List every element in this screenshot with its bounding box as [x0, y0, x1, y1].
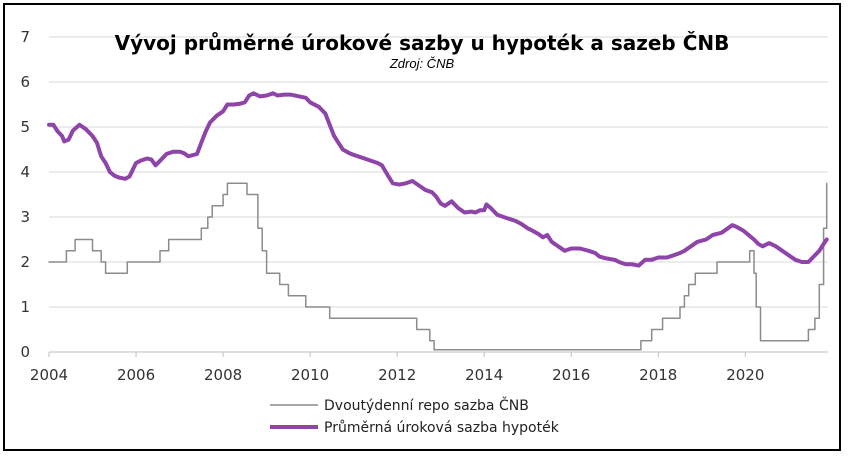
x-tick-label-2020: 2020 — [726, 366, 764, 384]
y-tick-label-1: 1 — [20, 298, 30, 316]
series-group — [47, 91, 829, 351]
series-line-mortgage-rate — [47, 91, 829, 268]
legend-label-mortgage: Průměrná úroková sazba hypoték — [324, 420, 560, 436]
y-tick-label-6: 6 — [20, 73, 30, 91]
y-tick-label-2: 2 — [20, 253, 30, 271]
x-tick-label-2008: 2008 — [204, 366, 242, 384]
legend: Dvoutýdenní repo sazba ČNB Průměrná úrok… — [270, 396, 560, 436]
gridlines — [49, 36, 828, 308]
series-line-repo-rate — [48, 182, 828, 351]
x-tick-label-2012: 2012 — [378, 366, 416, 384]
x-tick-label-2016: 2016 — [552, 366, 590, 384]
y-tick-label-4: 4 — [20, 163, 30, 181]
chart-frame — [3, 3, 841, 451]
y-tick-label-5: 5 — [20, 118, 30, 136]
chart-subtitle: Zdroj: ČNB — [389, 56, 455, 71]
x-tick-label-2018: 2018 — [639, 366, 677, 384]
x-tick-label-2014: 2014 — [465, 366, 503, 384]
x-tick-label-2010: 2010 — [291, 366, 329, 384]
y-tick-label-3: 3 — [20, 208, 30, 226]
legend-label-repo: Dvoutýdenní repo sazba ČNB — [324, 396, 529, 414]
axes: 0 1 2 3 4 5 6 7 2004 2006 2008 2010 2012 2014 2016 2018… — [20, 28, 828, 384]
x-tick-label-2004: 2004 — [30, 366, 68, 384]
chart-title: Vývoj průměrné úrokové sazby u hypoték a… — [115, 31, 730, 55]
x-tick-label-2006: 2006 — [117, 366, 155, 384]
y-tick-label-0: 0 — [20, 343, 30, 361]
y-tick-label-7: 7 — [20, 28, 30, 46]
